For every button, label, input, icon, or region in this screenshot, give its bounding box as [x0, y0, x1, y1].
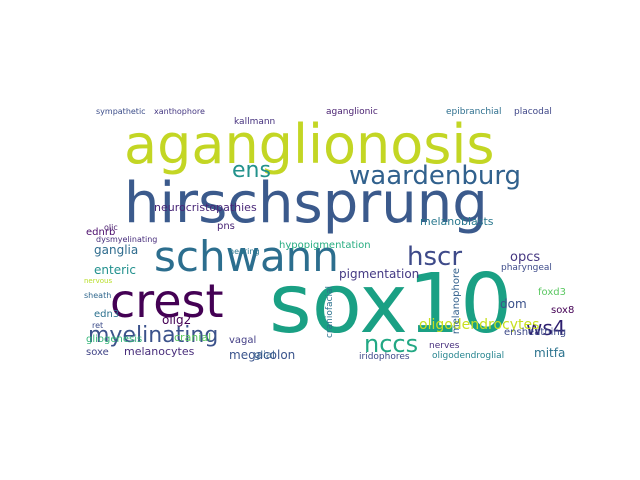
- word-ws4: ws4: [526, 316, 566, 340]
- word-dysmyelinating: dysmyelinating: [96, 235, 158, 244]
- word-oligodendroglial: oligodendroglial: [432, 351, 505, 361]
- word-ensheathing: ensheathing: [504, 327, 567, 338]
- word-vagal: vagal: [229, 335, 257, 346]
- word-pharyngeal: pharyngeal: [501, 263, 552, 273]
- word-hearing: hearing: [229, 247, 260, 256]
- word-schwann: schwann: [154, 232, 339, 281]
- word-kallmann: kallmann: [234, 117, 276, 127]
- word-aganglionosis: aganglionosis: [124, 113, 495, 176]
- word-sox10: sox10: [269, 257, 513, 352]
- word-glial: glial: [254, 350, 275, 361]
- word-foxd3: foxd3: [538, 287, 566, 298]
- word-mitfa: mitfa: [534, 346, 566, 360]
- word-olic: olic: [104, 223, 118, 232]
- word-olig2: olig2: [162, 313, 192, 327]
- word-melanoblasts: melanoblasts: [420, 215, 494, 228]
- word-gliogenesis: gliogenesis: [86, 334, 143, 345]
- word-ret: ret: [92, 321, 104, 330]
- word-cloud: hirschsprung aganglionosis sox10 schwann…: [64, 96, 579, 369]
- word-neurocristopathies: neurocristopathies: [154, 201, 257, 214]
- word-hscr: hscr: [407, 242, 463, 272]
- word-ednrb: ednrb: [86, 227, 116, 238]
- word-hirschsprung: hirschsprung: [124, 171, 488, 236]
- word-craniofacial: craniofacial: [325, 286, 335, 339]
- word-aganglionic: aganglionic: [326, 107, 378, 117]
- word-ganglia: ganglia: [94, 243, 139, 257]
- word-iridophores: iridophores: [359, 352, 410, 362]
- word-placodal: placodal: [514, 107, 552, 117]
- word-ens: ens: [232, 158, 271, 183]
- word-soxe: soxe: [86, 347, 109, 358]
- word-waardenburg: waardenburg: [349, 161, 522, 191]
- word-myelinating: myelinating: [88, 323, 219, 348]
- word-nccs: nccs: [364, 330, 419, 358]
- word-megacolon: megacolon: [229, 348, 296, 362]
- word-melanocytes: melanocytes: [124, 345, 195, 358]
- word-pns: pns: [217, 221, 235, 232]
- word-cranial: cranial: [174, 331, 212, 344]
- word-oligodendrocytes: oligodendrocytes: [419, 317, 540, 333]
- word-nerves: nerves: [429, 341, 460, 351]
- word-enteric: enteric: [94, 263, 136, 277]
- word-dom: dom: [500, 297, 527, 311]
- word-xanthophore: xanthophore: [154, 107, 205, 116]
- word-epibranchial: epibranchial: [446, 107, 502, 117]
- word-pigmentation: pigmentation: [339, 267, 420, 281]
- word-opcs: opcs: [510, 250, 541, 265]
- word-hypopigmentation: hypopigmentation: [279, 240, 371, 251]
- word-crest: crest: [110, 274, 224, 328]
- word-nervous: nervous: [84, 277, 113, 285]
- word-melanophore: melanophore: [451, 268, 462, 335]
- word-sheath: sheath: [84, 291, 112, 300]
- word-sympathetic: sympathetic: [96, 107, 146, 116]
- word-sox8: sox8: [551, 305, 575, 316]
- word-edn3: edn3: [94, 309, 120, 320]
